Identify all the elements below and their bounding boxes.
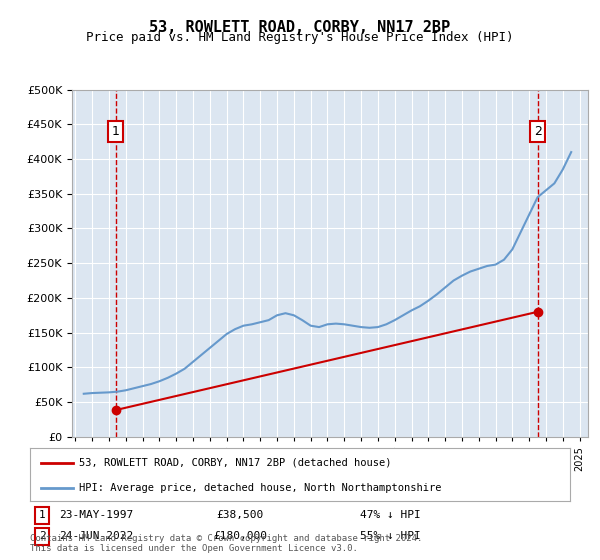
Text: Contains HM Land Registry data © Crown copyright and database right 2024.
This d: Contains HM Land Registry data © Crown c… — [30, 534, 422, 553]
Text: 23-MAY-1997: 23-MAY-1997 — [59, 510, 133, 520]
Text: 55% ↓ HPI: 55% ↓ HPI — [359, 531, 421, 542]
Text: Price paid vs. HM Land Registry's House Price Index (HPI): Price paid vs. HM Land Registry's House … — [86, 31, 514, 44]
Text: 53, ROWLETT ROAD, CORBY, NN17 2BP: 53, ROWLETT ROAD, CORBY, NN17 2BP — [149, 20, 451, 35]
Text: 53, ROWLETT ROAD, CORBY, NN17 2BP (detached house): 53, ROWLETT ROAD, CORBY, NN17 2BP (detac… — [79, 458, 391, 468]
Text: 1: 1 — [112, 125, 119, 138]
Text: £180,000: £180,000 — [213, 531, 267, 542]
Text: 47% ↓ HPI: 47% ↓ HPI — [359, 510, 421, 520]
Text: 24-JUN-2022: 24-JUN-2022 — [59, 531, 133, 542]
Text: 2: 2 — [533, 125, 542, 138]
Text: HPI: Average price, detached house, North Northamptonshire: HPI: Average price, detached house, Nort… — [79, 483, 441, 493]
Text: 1: 1 — [38, 510, 46, 520]
Text: £38,500: £38,500 — [217, 510, 263, 520]
Text: 2: 2 — [38, 531, 46, 542]
